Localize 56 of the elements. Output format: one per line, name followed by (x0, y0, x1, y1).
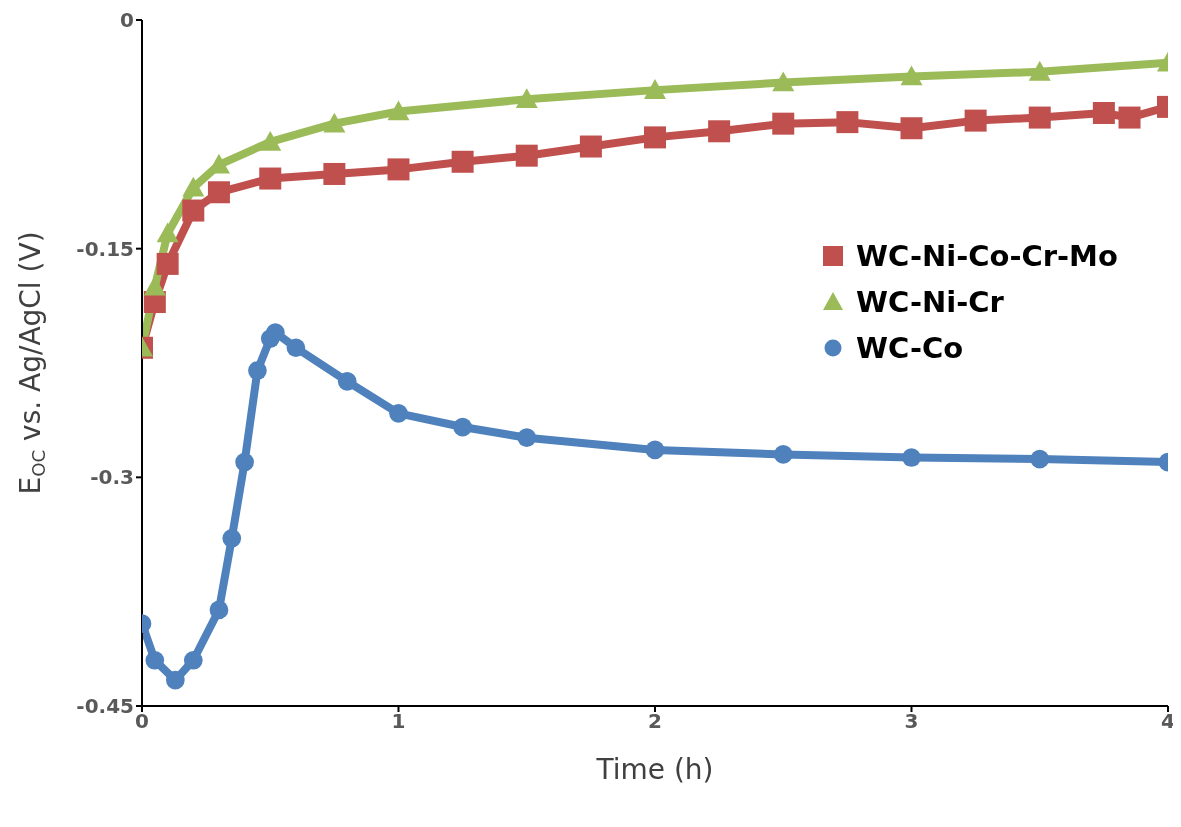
point (900, 65, 923, 86)
x-tick-label: 3 (904, 709, 919, 734)
point (248, 361, 267, 380)
point (453, 417, 472, 437)
point (773, 445, 793, 464)
point (451, 150, 474, 173)
y-tick-label: 0 (120, 8, 134, 33)
point (1030, 449, 1050, 469)
point (515, 144, 538, 167)
x-axis-title: Time (h) (595, 753, 714, 786)
point (337, 371, 357, 391)
point (209, 600, 229, 620)
point (183, 650, 203, 670)
point (517, 428, 537, 448)
point (708, 120, 731, 143)
point (323, 112, 346, 133)
point (182, 199, 205, 222)
point (235, 452, 254, 472)
point (207, 181, 230, 204)
point (902, 448, 921, 467)
point (579, 135, 602, 158)
point (1028, 60, 1051, 81)
point (772, 112, 795, 135)
point (515, 88, 538, 109)
point (323, 162, 346, 185)
point (156, 252, 179, 275)
point (1118, 106, 1141, 129)
point (145, 650, 165, 670)
legend-label: WC-Ni-Co-Cr-Mo (856, 239, 1118, 273)
point (166, 670, 185, 690)
y-tick-label: -0.45 (76, 694, 134, 719)
point (259, 130, 282, 151)
point (900, 117, 923, 140)
point (222, 528, 242, 548)
point (645, 440, 665, 460)
point (387, 100, 410, 121)
point (387, 158, 410, 181)
legend-label: WC-Ni-Cr (856, 285, 1004, 319)
point (286, 338, 306, 358)
x-tick-label: 2 (648, 709, 662, 734)
point (156, 222, 179, 243)
point (1092, 101, 1115, 124)
x-tick-label: 1 (391, 709, 406, 734)
legend-label: WC-Co (856, 331, 964, 365)
point (1028, 106, 1051, 129)
point (772, 71, 795, 92)
y-tick-label: -0.3 (90, 465, 134, 490)
point (266, 323, 285, 342)
point (964, 109, 987, 132)
point (644, 79, 666, 99)
point (182, 176, 205, 197)
y-tick-label: -0.15 (76, 236, 134, 261)
point (389, 403, 408, 423)
point (836, 111, 859, 134)
point (644, 126, 666, 149)
point (259, 167, 282, 190)
